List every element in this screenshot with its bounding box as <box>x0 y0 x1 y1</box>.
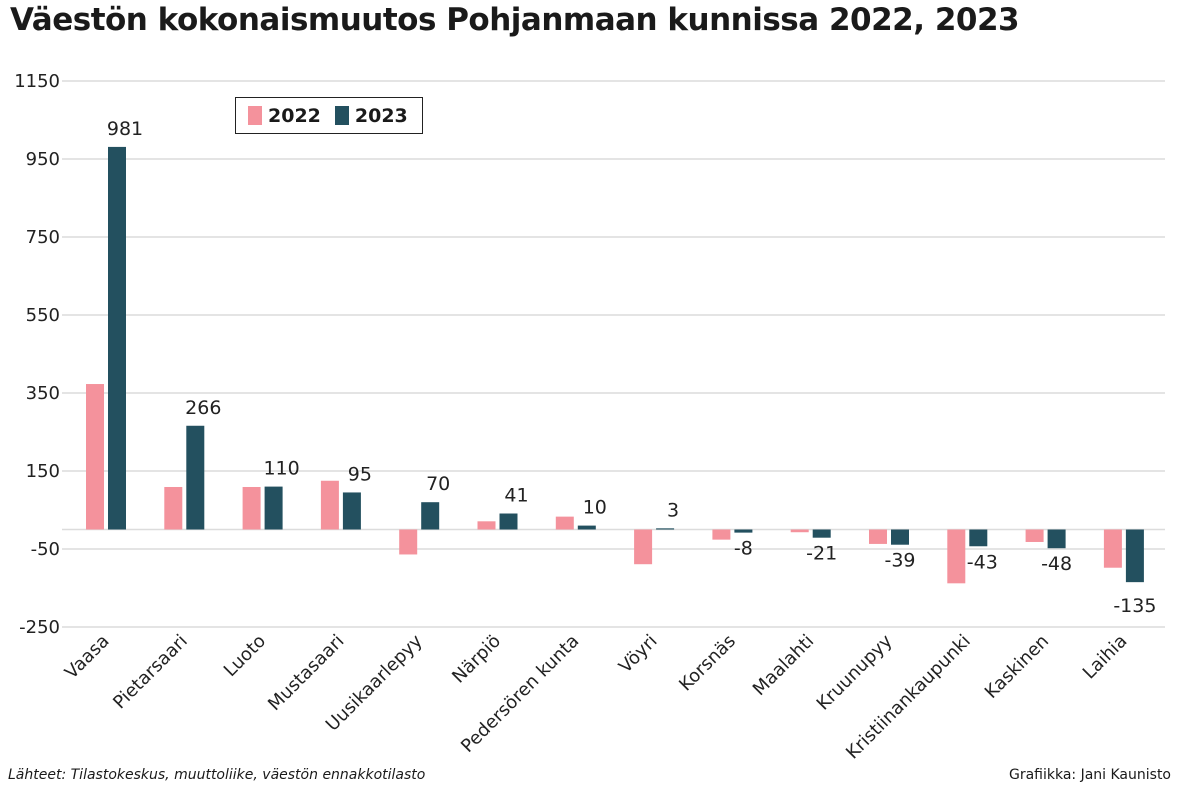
bar-2022 <box>555 516 574 530</box>
bar-2023 <box>577 525 596 530</box>
data-label: 95 <box>348 463 372 485</box>
x-tick-label: Närpiö <box>448 631 505 688</box>
data-label: 70 <box>426 473 450 495</box>
x-tick-label: Mustasaari <box>264 631 348 715</box>
bar-2023 <box>891 529 909 545</box>
bar-2022 <box>712 529 731 540</box>
y-tick-label: 550 <box>26 305 60 326</box>
data-label: -8 <box>734 538 753 560</box>
bar-2023 <box>342 492 361 530</box>
y-tick-label: 750 <box>26 227 60 248</box>
data-label: 266 <box>185 397 221 419</box>
legend-item-2023: 2023 <box>334 104 408 127</box>
bar-2023 <box>264 486 283 530</box>
bar-2022 <box>1103 529 1122 568</box>
bar-2022 <box>869 529 887 544</box>
source-note: Lähteet: Tilastokeskus, muuttoliike, väe… <box>8 767 426 783</box>
bar-2022 <box>320 480 339 530</box>
y-tick-label: 150 <box>26 461 60 482</box>
bar-2022 <box>477 521 496 530</box>
legend-item-2022: 2022 <box>248 105 321 127</box>
data-label: 10 <box>583 497 607 519</box>
data-label: -43 <box>967 551 998 573</box>
credit-note: Grafiikka: Jani Kaunisto <box>1008 767 1171 783</box>
x-tick-label: Vaasa <box>61 631 114 684</box>
bar-2023 <box>1047 529 1066 549</box>
x-tick-label: Maalahti <box>749 631 818 700</box>
x-tick-label: Luoto <box>220 631 270 681</box>
y-tick-label: -250 <box>19 617 60 638</box>
x-tick-label: Kaskinen <box>981 631 1053 703</box>
bar-2022 <box>1025 529 1044 542</box>
bar-2022 <box>634 529 653 565</box>
legend-swatch-2022 <box>248 106 262 125</box>
bar-2023 <box>1125 529 1144 583</box>
bar-2023 <box>499 513 518 530</box>
bar-2023 <box>186 425 205 530</box>
y-tick-label: -50 <box>31 539 60 560</box>
y-tick-label: 350 <box>26 383 60 404</box>
data-label: -39 <box>884 550 915 572</box>
x-tick-label: Laihia <box>1079 631 1132 684</box>
bar-2023 <box>108 146 126 530</box>
x-tick-label: Kruunupyy <box>813 630 897 714</box>
x-tick-label: Vöyri <box>615 631 662 678</box>
legend: 2022 2023 <box>235 97 423 134</box>
bar-2023 <box>734 529 753 533</box>
y-tick-label: 950 <box>26 149 60 170</box>
bar-2022 <box>242 486 261 530</box>
bar-2022 <box>790 529 809 533</box>
bar-2023 <box>421 502 440 530</box>
chart-title: Väestön kokonaismuutos Pohjanmaan kunnis… <box>10 2 1020 38</box>
bar-2022 <box>947 529 966 584</box>
data-label: -48 <box>1041 553 1072 575</box>
y-tick-label: 1150 <box>14 71 60 92</box>
data-label: 41 <box>504 485 528 507</box>
bar-2023 <box>812 529 831 538</box>
bar-2022 <box>399 529 418 555</box>
data-label: 981 <box>107 118 143 140</box>
bar-2023 <box>969 529 988 547</box>
legend-label: 2023 <box>354 104 408 127</box>
x-tick-label: Pietarsaari <box>109 631 192 714</box>
data-label: 110 <box>263 458 299 480</box>
data-label: 3 <box>667 499 679 521</box>
bar-2022 <box>164 486 183 530</box>
bar-2022 <box>86 384 104 530</box>
data-label: -21 <box>806 543 837 565</box>
data-label: -135 <box>1113 595 1156 617</box>
bar-2023 <box>656 528 675 530</box>
legend-label: 2022 <box>268 104 321 127</box>
x-tick-label: Korsnäs <box>675 631 740 696</box>
legend-swatch-2023 <box>334 106 349 125</box>
